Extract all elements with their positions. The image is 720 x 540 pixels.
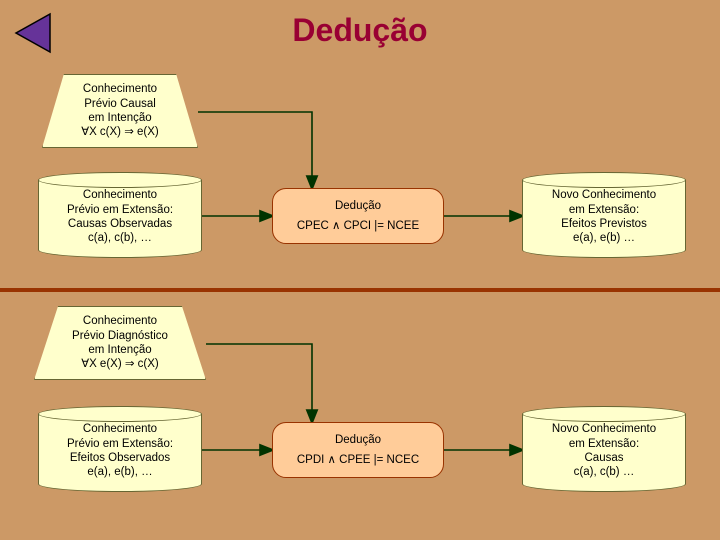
node-proc-deducao-2: Dedução CPDI ∧ CPEE |= NCEC — [272, 422, 444, 478]
node-cyl-causas-obs: Conhecimento Prévio em Extensão: Causas … — [38, 172, 202, 258]
section-divider — [0, 288, 720, 292]
node-cyl-causas-prev: Novo Conhecimento em Extensão: Causas c(… — [522, 406, 686, 492]
node-trap-causal: Conhecimento Prévio Causal em Intenção ∀… — [42, 74, 198, 148]
node-cyl-efeitos-prev: Novo Conhecimento em Extensão: Efeitos P… — [522, 172, 686, 258]
node-proc-deducao-1: Dedução CPEC ∧ CPCI |= NCEE — [272, 188, 444, 244]
node-cyl-efeitos-obs: Conhecimento Prévio em Extensão: Efeitos… — [38, 406, 202, 492]
nodes-layer: Conhecimento Prévio Causal em Intenção ∀… — [0, 0, 720, 540]
node-trap-diagnostico: Conhecimento Prévio Diagnóstico em Inten… — [34, 306, 206, 380]
